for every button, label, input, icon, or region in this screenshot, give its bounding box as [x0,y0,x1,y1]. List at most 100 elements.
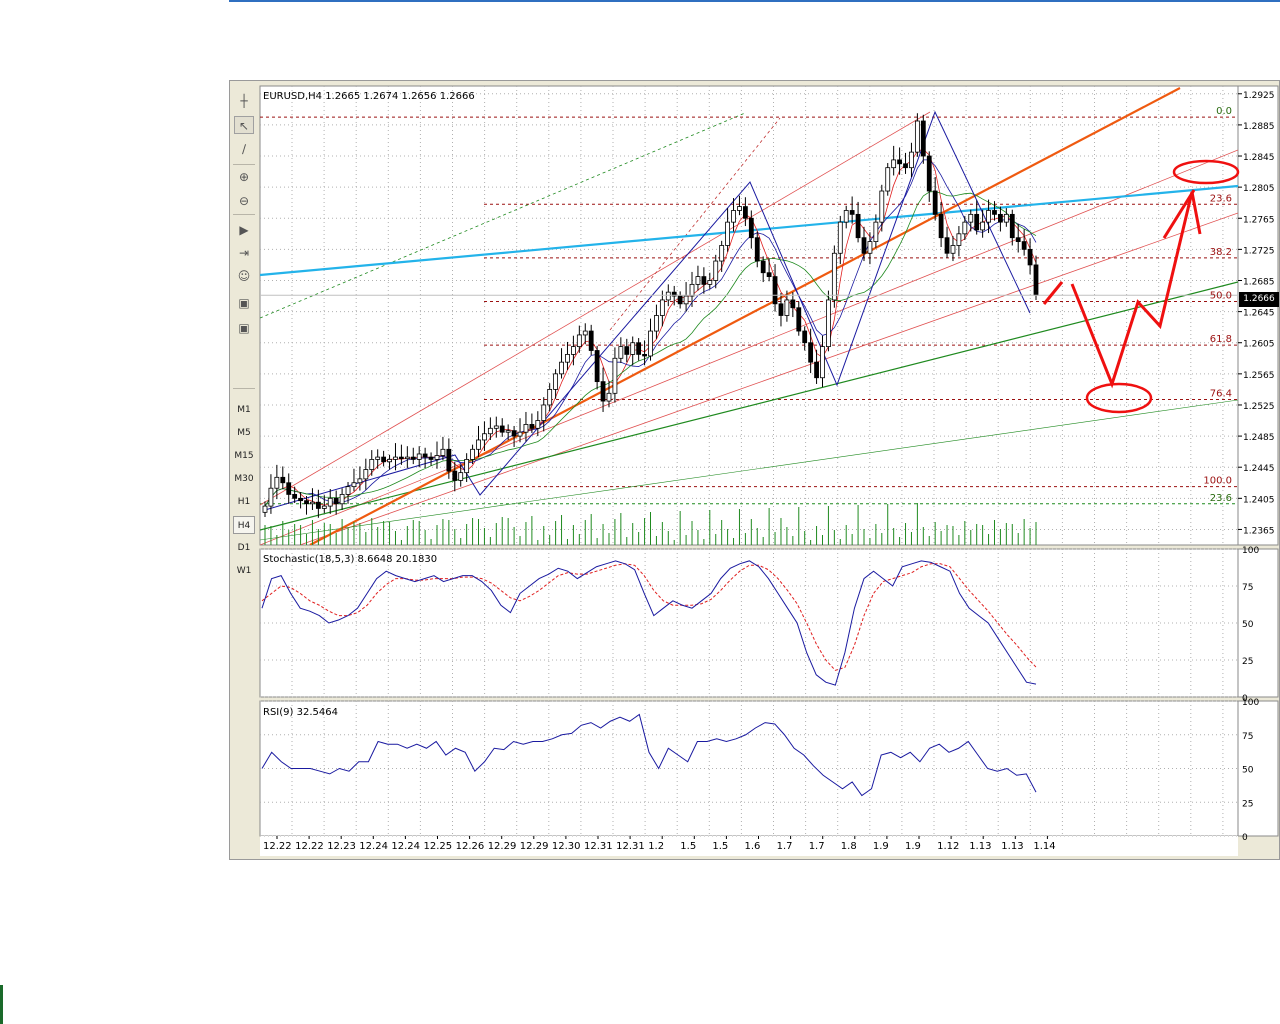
timeframe-h4[interactable]: H4 [233,516,255,534]
candle-body [950,245,956,254]
timeframe-m1[interactable]: M1 [237,405,251,415]
candle-body [434,455,440,460]
period-separator-icon[interactable]: ▣ [238,321,250,335]
candle-body [333,497,339,505]
time-tick-label: 12.31 [616,841,645,852]
target-low-ellipse [1085,382,1153,414]
candle-body [327,497,333,507]
rsi-tick-label: 25 [1242,799,1253,809]
candle-body [594,350,600,383]
candle-body [612,357,618,394]
autoscroll-icon[interactable]: ⇥ [238,246,250,260]
candle-body [517,431,523,437]
timeframe-m5[interactable]: M5 [237,428,251,438]
stochastic-tick-label: 75 [1242,583,1253,593]
candle-body [262,505,268,513]
time-tick-label: 1.5 [680,841,696,852]
candle-body [559,361,564,375]
timeframe-w1[interactable]: W1 [236,566,252,576]
candle-body [464,459,470,474]
candle-body [565,353,570,363]
line-tool-icon[interactable]: ∕ [241,142,247,156]
price-tick-label: 1.2485 [1243,433,1275,443]
fibonacci-level-label: 0.0 [1216,106,1232,117]
candle-body [879,190,885,223]
candle-body [654,315,659,332]
candle-body [310,501,315,505]
price-tick-label: 1.2565 [1243,371,1275,381]
timeframe-h1[interactable]: H1 [237,497,251,507]
timeframe-m30[interactable]: M30 [234,474,254,484]
time-tick-label: 1.5 [712,841,728,852]
time-tick-label: 1.12 [937,841,959,852]
crosshair-tool-icon[interactable]: ┼ [240,94,248,108]
candle-body [268,487,274,507]
forecast-path [1070,191,1202,389]
price-tick-label: 1.2365 [1243,526,1275,536]
candle-body [695,276,701,285]
candle-body [784,299,790,316]
candle-body [298,497,303,502]
candle-body [992,210,997,215]
chart-shift-icon[interactable]: ▶ [239,223,249,237]
time-axis [260,836,1238,856]
candle-body [404,456,410,460]
candle-body [826,299,831,348]
cursor-tool-icon[interactable]: ↖ [234,116,254,134]
candle-body [624,346,630,355]
stochastic-tick-label: 0 [1242,694,1248,704]
price-tick-label: 1.2805 [1243,184,1275,194]
zoom-in-icon[interactable]: ⊕ [238,170,250,184]
top-accent-line [229,0,1280,2]
candle-body [837,221,843,254]
time-tick-label: 12.31 [584,841,613,852]
candle-body [683,295,689,305]
candle-body [369,459,375,470]
candle-body [1021,241,1027,250]
forecast-arrowhead [1162,189,1196,239]
candle-body [470,448,475,460]
candle-body [618,346,624,359]
candle-body [873,221,879,242]
fibonacci-level-label: 23.6 [1210,193,1232,204]
expert-advisor-icon[interactable]: ☺ [237,269,251,283]
candle-body [659,299,665,316]
candle-body [956,233,962,246]
time-tick-label: 1.2 [648,841,664,852]
price-tick-label: 1.2525 [1243,402,1275,412]
price-tick-label: 1.2885 [1243,122,1275,132]
candle-body [339,494,345,505]
candle-body [547,389,553,406]
candle-body [932,190,938,215]
template-icon[interactable]: ▣ [238,296,250,310]
candle-body [1015,237,1021,242]
candle-body [689,283,695,297]
rsi-tick-label: 100 [1242,698,1259,708]
stochastic-signal-line [261,563,1037,671]
candle-body [280,476,286,484]
chart-toolbar: ┼ ↖ ∕ ⊕ ⊖ ▶ ⇥ ☺ ▣ ▣ M1 M5 M15 M30 H1 H4 D1 W1 [231,84,257,856]
toolbar-separator [233,214,255,215]
candle-body [1003,213,1009,223]
candle-body [351,482,357,488]
candle-body [814,361,819,379]
candle-body [286,482,292,495]
time-tick-label: 1.13 [1001,841,1023,852]
fibonacci-level-label: 50.0 [1210,290,1232,301]
candle-body [754,237,760,262]
time-tick-label: 12.26 [456,841,485,852]
candle-body [416,453,422,460]
timeframe-d1[interactable]: D1 [237,543,251,553]
candle-body [1027,248,1033,266]
price-tick-label: 1.2605 [1243,340,1275,350]
candle-body [855,213,861,239]
price-tick-label: 1.2685 [1243,277,1275,287]
fibonacci-level-label: 23.6 [1210,493,1232,504]
candle-body [493,425,499,429]
main-drawings [260,87,1238,545]
zoom-out-icon[interactable]: ⊖ [238,194,250,208]
candle-body [357,478,363,484]
timeframe-m15[interactable]: M15 [234,451,254,461]
candle-body [891,159,897,169]
fibonacci-level-label: 76.4 [1210,389,1232,400]
